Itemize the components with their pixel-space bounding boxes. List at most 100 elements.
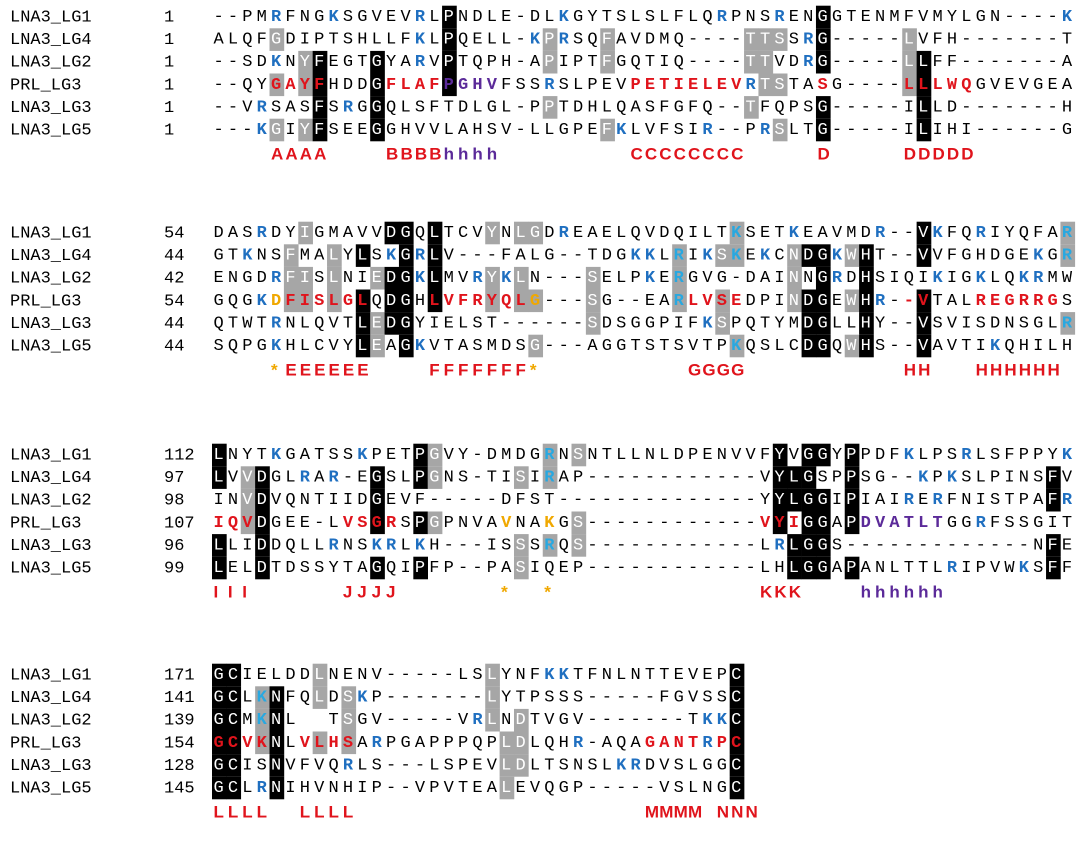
identity-shade <box>398 244 414 267</box>
identity-shade <box>815 5 831 29</box>
similarity-shade <box>600 28 615 51</box>
similarity-shade <box>312 663 328 687</box>
identity-shade <box>398 266 414 290</box>
similarity-shade <box>672 266 687 290</box>
similarity-shade <box>1060 312 1076 335</box>
identity-shade <box>255 534 270 557</box>
identity-shade <box>815 312 831 335</box>
identity-shade <box>772 443 788 467</box>
identity-shade <box>355 334 371 358</box>
sequence-start: 42 <box>164 270 184 289</box>
identity-shade <box>255 466 270 489</box>
identity-shade <box>384 221 400 245</box>
similarity-shade <box>513 221 529 245</box>
identity-shade <box>226 731 242 755</box>
sequence-name: LNA3_LG4 <box>10 31 92 50</box>
identity-shade <box>815 511 831 535</box>
similarity-shade <box>571 443 587 467</box>
identity-shade <box>255 556 270 580</box>
identity-shade <box>815 534 831 557</box>
sequence-start: 1 <box>164 99 174 118</box>
similarity-shade <box>370 334 385 358</box>
similarity-shade <box>269 118 285 142</box>
identity-shade <box>427 289 443 313</box>
sequence-name: LNA3_LG5 <box>10 337 92 356</box>
identity-shade <box>355 312 371 335</box>
identity-shade <box>398 312 414 335</box>
identity-shade <box>212 731 227 755</box>
identity-shade <box>442 5 457 29</box>
identity-shade <box>370 511 385 535</box>
similarity-shade <box>312 731 328 755</box>
similarity-shade <box>571 511 587 535</box>
sequence-name: PRL_LG3 <box>10 734 81 753</box>
similarity-shade <box>902 50 917 74</box>
identity-shade <box>787 556 802 580</box>
identity-shade <box>355 289 371 313</box>
sequence-name: PRL_LG3 <box>10 292 81 311</box>
identity-shade <box>815 28 831 51</box>
similarity-shade <box>341 686 357 709</box>
sequence-name: LNA3_LG2 <box>10 712 92 731</box>
identity-shade <box>269 731 285 755</box>
similarity-shade <box>744 28 759 51</box>
similarity-shade <box>528 289 544 313</box>
similarity-shade <box>585 266 601 290</box>
sequence-name: LNA3_LG1 <box>10 666 92 685</box>
sequence-start: 44 <box>164 337 184 356</box>
sequence-start: 139 <box>164 712 195 731</box>
similarity-shade <box>240 466 256 489</box>
similarity-shade <box>902 73 917 97</box>
similarity-shade <box>744 96 759 119</box>
similarity-shade <box>571 534 587 557</box>
identity-shade <box>772 511 788 535</box>
similarity-shade <box>844 334 860 358</box>
similarity-shade <box>298 50 313 74</box>
identity-shade <box>442 73 457 97</box>
similarity-shade <box>240 511 256 535</box>
identity-shade <box>442 50 457 74</box>
identity-shade <box>269 754 285 777</box>
similarity-shade <box>729 244 745 267</box>
sequence-start: 112 <box>164 446 195 465</box>
identity-shade <box>801 488 817 512</box>
identity-shade <box>212 466 227 489</box>
sequence-name: LNA3_LG2 <box>10 270 92 289</box>
similarity-shade <box>787 244 802 267</box>
similarity-shade <box>772 28 788 51</box>
similarity-shade <box>485 708 500 732</box>
similarity-shade <box>513 556 529 580</box>
identity-shade <box>212 708 227 732</box>
similarity-shade <box>528 221 544 245</box>
identity-shade <box>269 708 285 732</box>
identity-shade <box>729 686 745 709</box>
identity-shade <box>916 50 932 74</box>
identity-shade <box>370 556 385 580</box>
similarity-shade <box>298 289 313 313</box>
similarity-shade <box>255 686 270 709</box>
sequence-name: LNA3_LG1 <box>10 8 92 27</box>
similarity-shade <box>744 50 759 74</box>
identity-shade <box>370 488 385 512</box>
sequence-name: PRL_LG3 <box>10 514 81 533</box>
similarity-shade <box>542 50 558 74</box>
similarity-shade <box>772 118 788 142</box>
similarity-shade <box>485 266 500 290</box>
identity-shade <box>859 289 874 313</box>
identity-shade <box>815 443 831 467</box>
similarity-shade <box>283 244 299 267</box>
identity-shade <box>312 118 328 142</box>
sequence-start: 1 <box>164 8 174 27</box>
identity-shade <box>413 443 428 467</box>
identity-shade <box>312 73 328 97</box>
